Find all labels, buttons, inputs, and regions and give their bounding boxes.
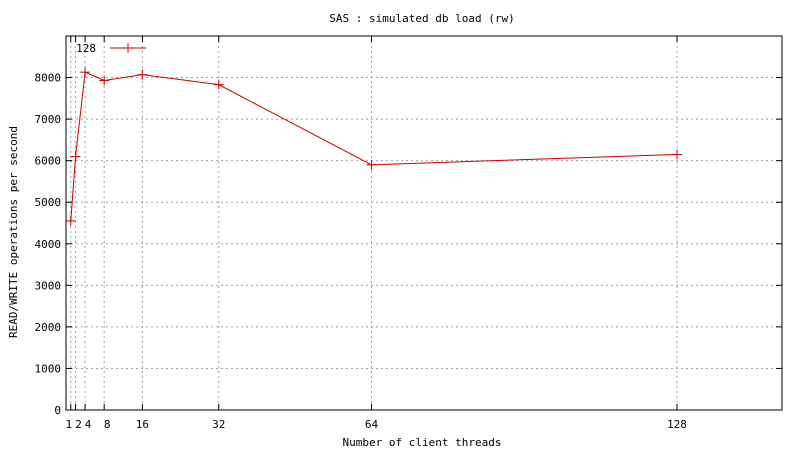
chart-title: SAS : simulated db load (rw) — [329, 12, 514, 25]
y-tick-label: 6000 — [35, 155, 62, 168]
data-point — [99, 75, 110, 86]
legend-swatch — [110, 43, 146, 53]
x-axis-label: Number of client threads — [343, 436, 502, 449]
x-tick-label: 64 — [365, 418, 379, 431]
series-line — [70, 71, 678, 221]
y-tick-label: 1000 — [35, 362, 62, 375]
data-point — [65, 215, 76, 226]
x-tick-label: 8 — [104, 418, 111, 431]
data-point — [80, 67, 91, 78]
data-point — [213, 79, 224, 90]
y-tick-label: 8000 — [35, 72, 62, 85]
y-axis-label: READ/WRITE operations per second — [7, 126, 20, 338]
plot-frame — [65, 35, 783, 411]
x-tick-label: 4 — [85, 418, 92, 431]
x-tick-label: 128 — [667, 418, 687, 431]
data-point — [366, 159, 377, 170]
y-tick-label: 4000 — [35, 238, 62, 251]
y-tick-label: 7000 — [35, 113, 62, 126]
x-tick-label: 16 — [136, 418, 149, 431]
x-tick-label: 1 — [65, 418, 72, 431]
data-point — [70, 151, 81, 162]
grid — [66, 36, 782, 410]
y-tick-label: 2000 — [35, 321, 62, 334]
data-point — [671, 149, 682, 160]
axes: 0 1000 2000 3000 4000 5000 6000 7000 8000 1 2 4 8 16 3… — [35, 35, 783, 431]
x-tick-label: 32 — [212, 418, 225, 431]
y-tick-label: 0 — [54, 404, 61, 417]
legend: 128 — [76, 42, 146, 55]
y-tick-label: 3000 — [35, 279, 62, 292]
x-tick-label: 2 — [75, 418, 82, 431]
legend-label: 128 — [76, 42, 96, 55]
y-tick-label: 5000 — [35, 196, 62, 209]
series-layer — [65, 67, 682, 226]
data-point — [137, 69, 148, 80]
